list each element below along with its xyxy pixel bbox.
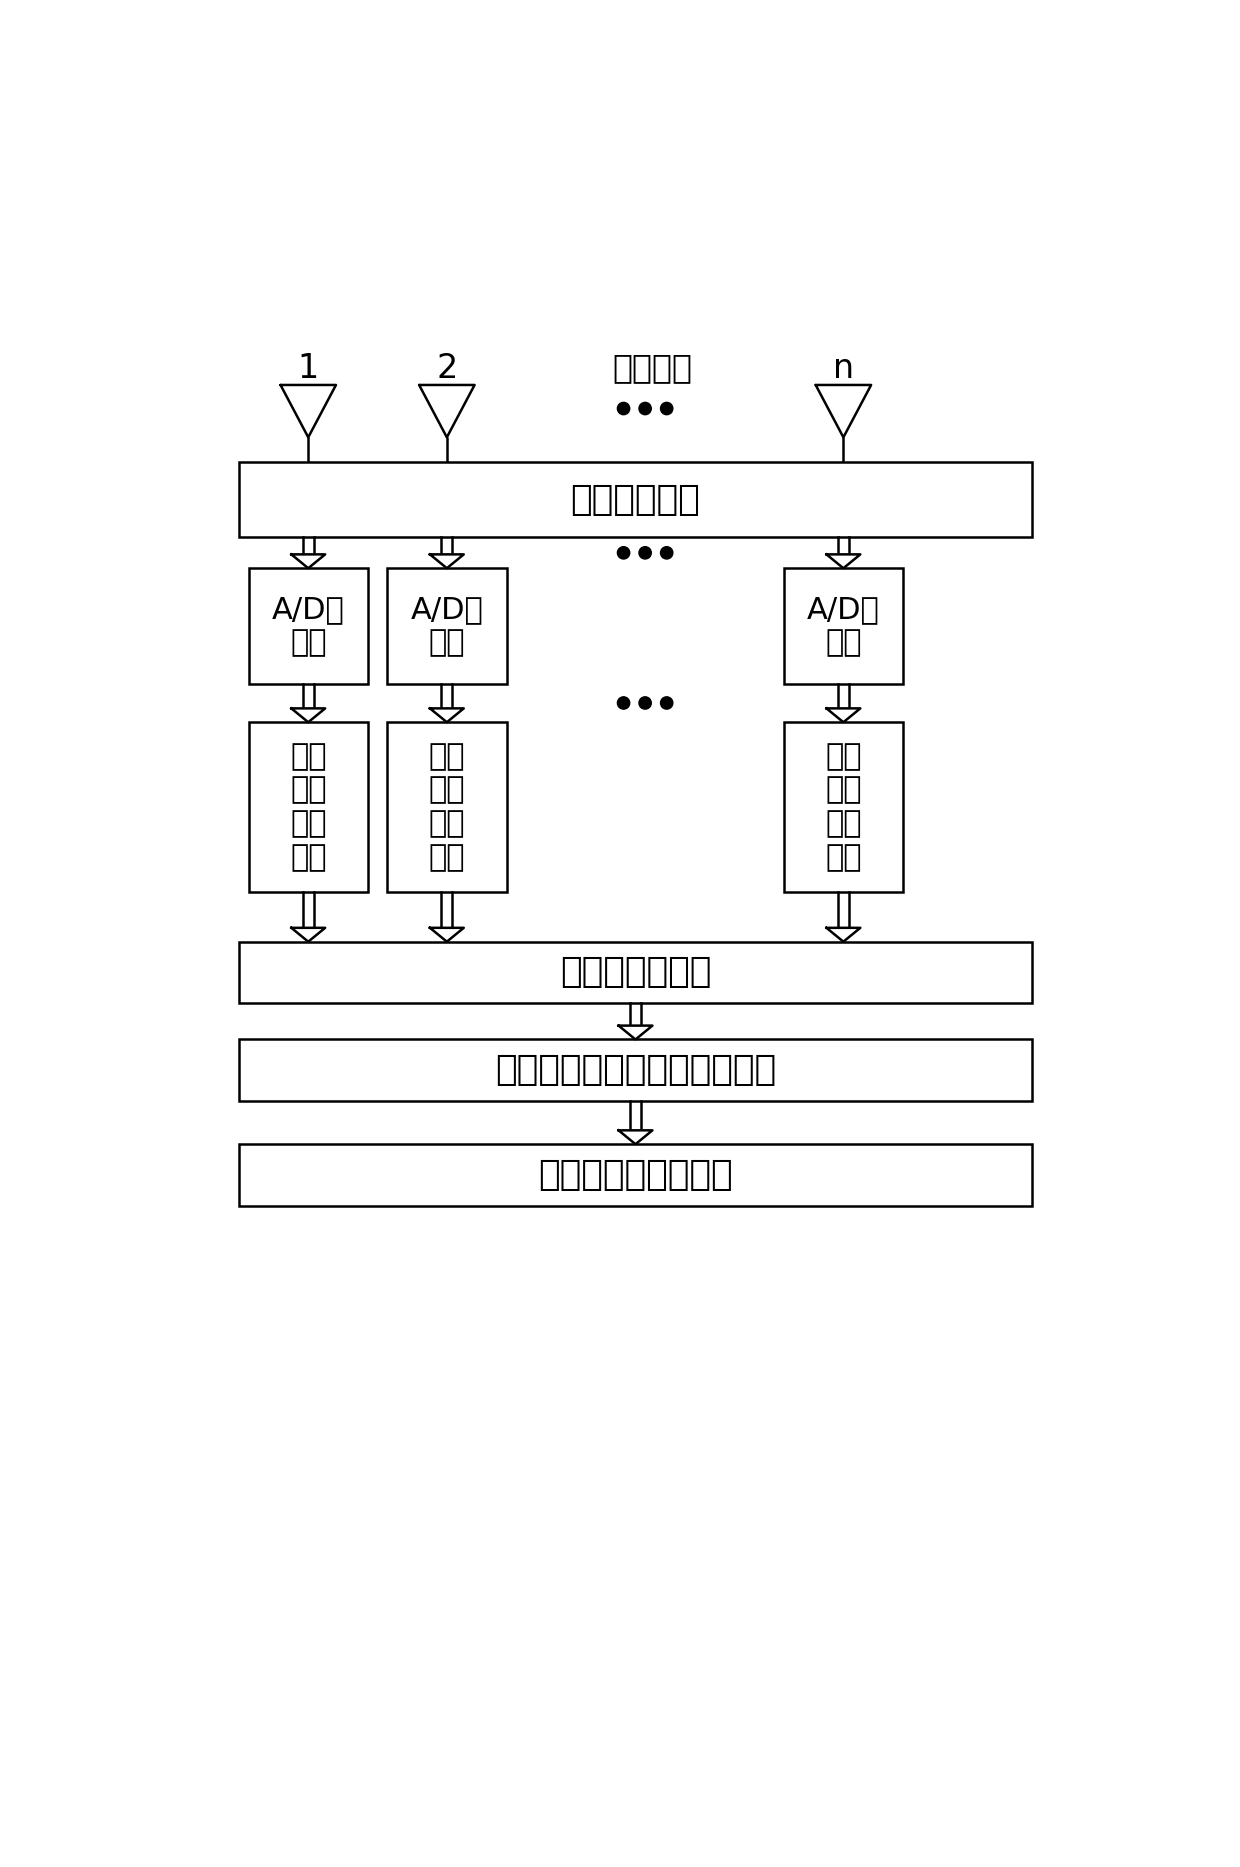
Text: 多通道接收机: 多通道接收机 xyxy=(570,484,701,517)
Text: 1: 1 xyxy=(298,351,319,385)
Polygon shape xyxy=(619,1025,652,1040)
Bar xyxy=(387,723,506,892)
Polygon shape xyxy=(619,1130,652,1144)
Circle shape xyxy=(618,547,630,558)
Text: 协方差矩阵求逆模块: 协方差矩阵求逆模块 xyxy=(538,1158,733,1191)
Text: A/D转
换器: A/D转 换器 xyxy=(410,596,484,657)
Polygon shape xyxy=(291,928,325,941)
Circle shape xyxy=(639,403,651,414)
Polygon shape xyxy=(826,554,861,568)
Circle shape xyxy=(639,696,651,709)
Text: A/D转
换器: A/D转 换器 xyxy=(272,596,345,657)
Text: A/D转
换器: A/D转 换器 xyxy=(807,596,879,657)
Text: 2: 2 xyxy=(436,351,458,385)
Text: 数字
正交
插値
模块: 数字 正交 插値 模块 xyxy=(290,741,326,872)
Text: 协方差矩阵模块: 协方差矩阵模块 xyxy=(559,956,712,990)
Bar xyxy=(239,461,1032,538)
Text: 接收天线: 接收天线 xyxy=(613,351,693,385)
Polygon shape xyxy=(430,554,464,568)
Text: 数字
正交
插値
模块: 数字 正交 插値 模块 xyxy=(429,741,465,872)
Circle shape xyxy=(618,403,630,414)
Polygon shape xyxy=(430,928,464,941)
Circle shape xyxy=(661,403,673,414)
Bar xyxy=(248,568,368,683)
Bar xyxy=(784,568,903,683)
Polygon shape xyxy=(430,708,464,723)
Bar xyxy=(239,941,1032,1003)
Polygon shape xyxy=(826,928,861,941)
Polygon shape xyxy=(291,708,325,723)
Circle shape xyxy=(639,547,651,558)
Bar xyxy=(784,723,903,892)
Circle shape xyxy=(661,547,673,558)
Circle shape xyxy=(661,696,673,709)
Text: 复正定矩阵转实对称矩阵模块: 复正定矩阵转实对称矩阵模块 xyxy=(495,1053,776,1087)
Text: 数字
正交
插値
模块: 数字 正交 插値 模块 xyxy=(825,741,862,872)
Bar xyxy=(239,1040,1032,1102)
Polygon shape xyxy=(826,708,861,723)
Bar xyxy=(239,1144,1032,1206)
Text: n: n xyxy=(833,351,854,385)
Circle shape xyxy=(618,696,630,709)
Polygon shape xyxy=(291,554,325,568)
Bar xyxy=(387,568,506,683)
Bar xyxy=(248,723,368,892)
